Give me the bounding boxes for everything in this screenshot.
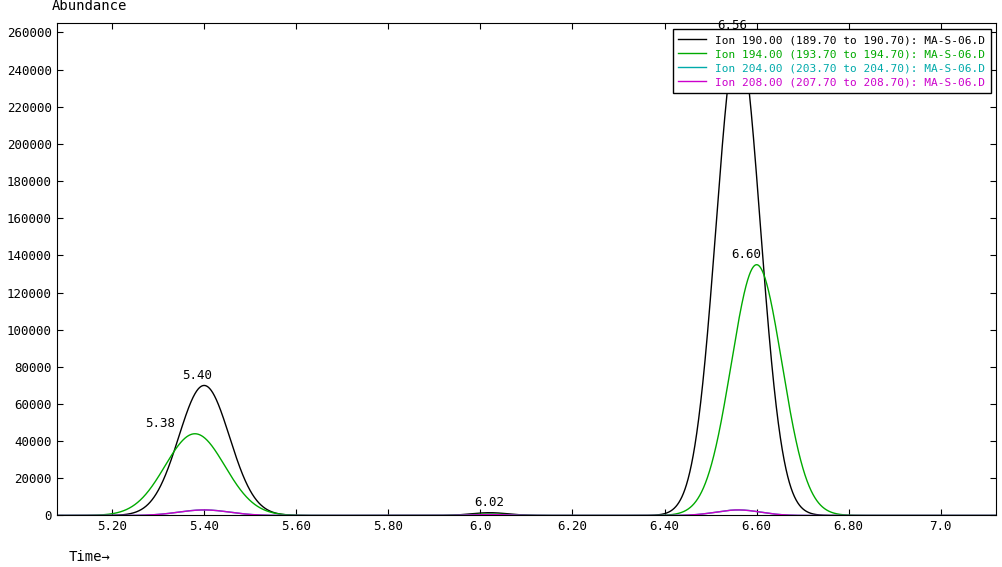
Ion 190.00 (189.70 to 190.70): MA-S-06.D: (6.6, 1.74e+05): MA-S-06.D: (6.6, 1.74e+05) (752, 188, 764, 195)
Line: Ion 208.00 (207.70 to 208.70): MA-S-06.D: Ion 208.00 (207.70 to 208.70): MA-S-06.D (57, 510, 995, 515)
Ion 204.00 (203.70 to 204.70): MA-S-06.D: (6.3, 0.00196): MA-S-06.D: (6.3, 0.00196) (613, 512, 625, 519)
Ion 208.00 (207.70 to 208.70): MA-S-06.D: (5.45, 1.95e+03): MA-S-06.D: (5.45, 1.95e+03) (221, 509, 233, 515)
Ion 190.00 (189.70 to 190.70): MA-S-06.D: (6.76, 53.8): MA-S-06.D: (6.76, 53.8) (823, 512, 835, 519)
X-axis label: Time→: Time→ (69, 550, 110, 564)
Ion 208.00 (207.70 to 208.70): MA-S-06.D: (5.86, 0.165): MA-S-06.D: (5.86, 0.165) (410, 512, 422, 519)
Ion 194.00 (193.70 to 194.70): MA-S-06.D: (5.45, 2.44e+04): MA-S-06.D: (5.45, 2.44e+04) (221, 467, 233, 473)
Ion 208.00 (207.70 to 208.70): MA-S-06.D: (5.08, 0.000134): MA-S-06.D: (5.08, 0.000134) (51, 512, 63, 519)
Ion 190.00 (189.70 to 190.70): MA-S-06.D: (6.3, 0.161): MA-S-06.D: (6.3, 0.161) (613, 512, 625, 519)
Ion 204.00 (203.70 to 204.70): MA-S-06.D: (6.76, 0.626): MA-S-06.D: (6.76, 0.626) (823, 512, 835, 519)
Ion 204.00 (203.70 to 204.70): MA-S-06.D: (5.08, 0.000134): MA-S-06.D: (5.08, 0.000134) (51, 512, 63, 519)
Ion 208.00 (207.70 to 208.70): MA-S-06.D: (6.3, 0.00196): MA-S-06.D: (6.3, 0.00196) (613, 512, 625, 519)
Legend: Ion 190.00 (189.70 to 190.70): MA-S-06.D, Ion 194.00 (193.70 to 194.70): MA-S-06: Ion 190.00 (189.70 to 190.70): MA-S-06.D… (672, 29, 990, 93)
Ion 204.00 (203.70 to 204.70): MA-S-06.D: (7.12, 8.34e-27): MA-S-06.D: (7.12, 8.34e-27) (989, 512, 1001, 519)
Line: Ion 190.00 (189.70 to 190.70): MA-S-06.D: Ion 190.00 (189.70 to 190.70): MA-S-06.D (57, 36, 995, 515)
Ion 204.00 (203.70 to 204.70): MA-S-06.D: (6.41, 18.8): MA-S-06.D: (6.41, 18.8) (661, 512, 673, 519)
Ion 190.00 (189.70 to 190.70): MA-S-06.D: (5.86, 0.476): MA-S-06.D: (5.86, 0.476) (409, 512, 421, 519)
Text: 6.02: 6.02 (474, 496, 504, 509)
Ion 208.00 (207.70 to 208.70): MA-S-06.D: (5.4, 3e+03): MA-S-06.D: (5.4, 3e+03) (197, 506, 209, 513)
Ion 194.00 (193.70 to 194.70): MA-S-06.D: (7.12, 5.25e-15): MA-S-06.D: (7.12, 5.25e-15) (989, 512, 1001, 519)
Ion 194.00 (193.70 to 194.70): MA-S-06.D: (6.6, 1.35e+05): MA-S-06.D: (6.6, 1.35e+05) (749, 261, 762, 268)
Ion 204.00 (203.70 to 204.70): MA-S-06.D: (5.4, 3e+03): MA-S-06.D: (5.4, 3e+03) (197, 506, 209, 513)
Ion 208.00 (207.70 to 208.70): MA-S-06.D: (7.12, 8.34e-27): MA-S-06.D: (7.12, 8.34e-27) (989, 512, 1001, 519)
Y-axis label: Abundance: Abundance (52, 0, 127, 14)
Ion 204.00 (203.70 to 204.70): MA-S-06.D: (5.86, 0.165): MA-S-06.D: (5.86, 0.165) (410, 512, 422, 519)
Ion 208.00 (207.70 to 208.70): MA-S-06.D: (6.6, 2.03e+03): MA-S-06.D: (6.6, 2.03e+03) (752, 509, 764, 515)
Text: 5.38: 5.38 (145, 417, 175, 430)
Ion 190.00 (189.70 to 190.70): MA-S-06.D: (5.08, 0.00312): MA-S-06.D: (5.08, 0.00312) (51, 512, 63, 519)
Ion 204.00 (203.70 to 204.70): MA-S-06.D: (6.6, 2.03e+03): MA-S-06.D: (6.6, 2.03e+03) (752, 509, 764, 515)
Ion 190.00 (189.70 to 190.70): MA-S-06.D: (5.45, 4.59e+04): MA-S-06.D: (5.45, 4.59e+04) (221, 427, 233, 434)
Text: 6.60: 6.60 (730, 248, 761, 261)
Line: Ion 194.00 (193.70 to 194.70): MA-S-06.D: Ion 194.00 (193.70 to 194.70): MA-S-06.D (57, 265, 995, 515)
Ion 208.00 (207.70 to 208.70): MA-S-06.D: (6.76, 0.626): MA-S-06.D: (6.76, 0.626) (823, 512, 835, 519)
Text: 5.40: 5.40 (182, 369, 212, 382)
Ion 190.00 (189.70 to 190.70): MA-S-06.D: (7.12, 7.17e-25): MA-S-06.D: (7.12, 7.17e-25) (989, 512, 1001, 519)
Ion 194.00 (193.70 to 194.70): MA-S-06.D: (6.41, 280): MA-S-06.D: (6.41, 280) (661, 511, 673, 518)
Text: 6.56: 6.56 (717, 19, 746, 32)
Ion 190.00 (189.70 to 190.70): MA-S-06.D: (6.41, 1.57e+03): MA-S-06.D: (6.41, 1.57e+03) (661, 509, 673, 516)
Ion 194.00 (193.70 to 194.70): MA-S-06.D: (6.6, 1.35e+05): MA-S-06.D: (6.6, 1.35e+05) (752, 261, 764, 268)
Ion 190.00 (189.70 to 190.70): MA-S-06.D: (6.56, 2.58e+05): MA-S-06.D: (6.56, 2.58e+05) (731, 33, 743, 40)
Ion 194.00 (193.70 to 194.70): MA-S-06.D: (6.3, 0.0656): MA-S-06.D: (6.3, 0.0656) (613, 512, 625, 519)
Ion 194.00 (193.70 to 194.70): MA-S-06.D: (5.86, 0.254): MA-S-06.D: (5.86, 0.254) (409, 512, 421, 519)
Ion 194.00 (193.70 to 194.70): MA-S-06.D: (5.08, 1.04): MA-S-06.D: (5.08, 1.04) (51, 512, 63, 519)
Ion 194.00 (193.70 to 194.70): MA-S-06.D: (6.76, 2.22e+03): MA-S-06.D: (6.76, 2.22e+03) (823, 508, 835, 515)
Ion 208.00 (207.70 to 208.70): MA-S-06.D: (6.41, 18.8): MA-S-06.D: (6.41, 18.8) (661, 512, 673, 519)
Line: Ion 204.00 (203.70 to 204.70): MA-S-06.D: Ion 204.00 (203.70 to 204.70): MA-S-06.D (57, 510, 995, 515)
Ion 204.00 (203.70 to 204.70): MA-S-06.D: (5.45, 1.95e+03): MA-S-06.D: (5.45, 1.95e+03) (221, 509, 233, 515)
